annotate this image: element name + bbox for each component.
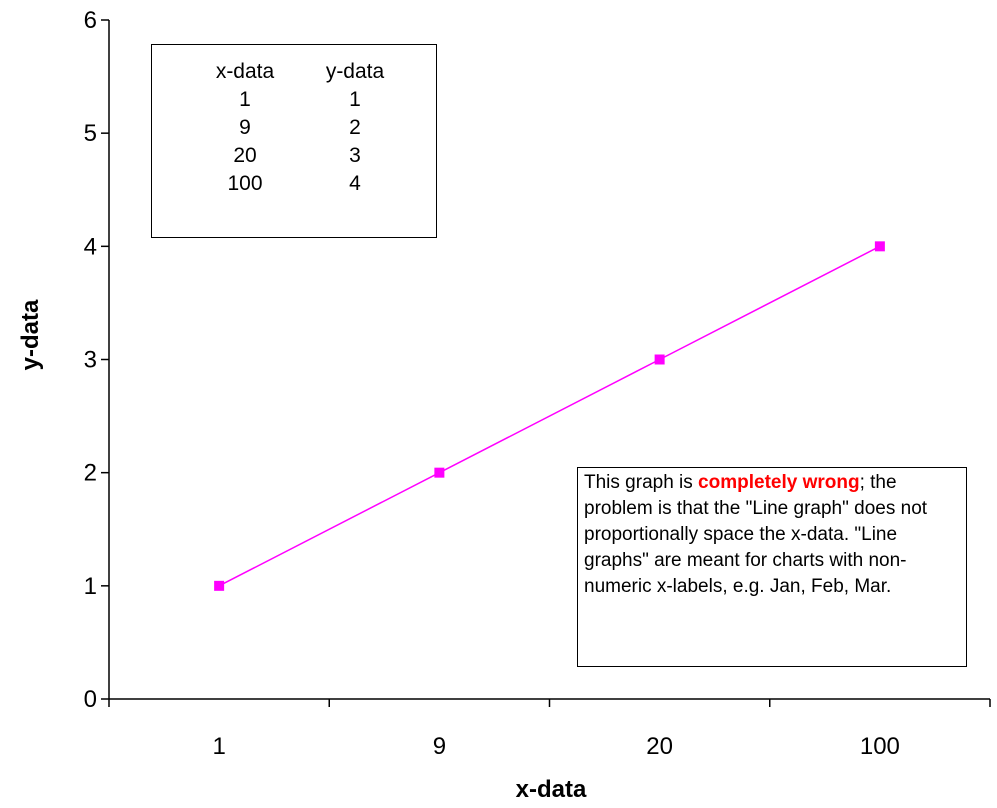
x-axis-title: x-data — [516, 776, 587, 803]
x-tick-label: 1 — [212, 733, 225, 760]
annotation-emphasis: completely wrong — [698, 472, 860, 493]
data-table-header-y: y-data — [300, 59, 410, 85]
data-table: x-data y-data 1 1 9 2 20 3 100 4 — [151, 44, 437, 238]
data-table-cell-y: 3 — [300, 143, 410, 169]
y-tick-label: 1 — [84, 573, 97, 600]
data-table-cell-y: 1 — [300, 87, 410, 113]
y-axis-title: y-data — [17, 299, 44, 370]
data-point-marker — [655, 355, 665, 365]
x-axis-ticks: 1 9 20 100 — [109, 699, 990, 760]
y-tick-label: 5 — [84, 120, 97, 147]
data-table-cell-y: 2 — [300, 115, 410, 141]
data-point-marker — [214, 581, 224, 591]
data-table-row: 9 2 — [152, 115, 436, 141]
x-tick-label: 100 — [860, 733, 900, 760]
x-tick-label: 9 — [433, 733, 446, 760]
data-table-row: 20 3 — [152, 143, 436, 169]
y-tick-label: 2 — [84, 460, 97, 487]
data-table-row: 100 4 — [152, 171, 436, 197]
y-axis-ticks: 0 1 2 3 4 5 6 — [84, 7, 109, 713]
data-table-cell-x: 1 — [190, 87, 300, 113]
data-table-cell-x: 9 — [190, 115, 300, 141]
y-tick-label: 4 — [84, 233, 97, 260]
y-tick-label: 6 — [84, 7, 97, 34]
data-table-row: 1 1 — [152, 87, 436, 113]
annotation-prefix: This graph is — [584, 472, 698, 493]
data-point-marker — [875, 241, 885, 251]
annotation-note: This graph is completely wrong; the prob… — [577, 467, 967, 667]
data-table-header-x: x-data — [190, 59, 300, 85]
data-table-cell-x: 100 — [190, 171, 300, 197]
data-table-header-row: x-data y-data — [152, 59, 436, 85]
y-tick-label: 0 — [84, 686, 97, 713]
y-tick-label: 3 — [84, 347, 97, 374]
data-table-cell-x: 20 — [190, 143, 300, 169]
data-point-marker — [434, 468, 444, 478]
x-tick-label: 20 — [646, 733, 673, 760]
data-table-cell-y: 4 — [300, 171, 410, 197]
